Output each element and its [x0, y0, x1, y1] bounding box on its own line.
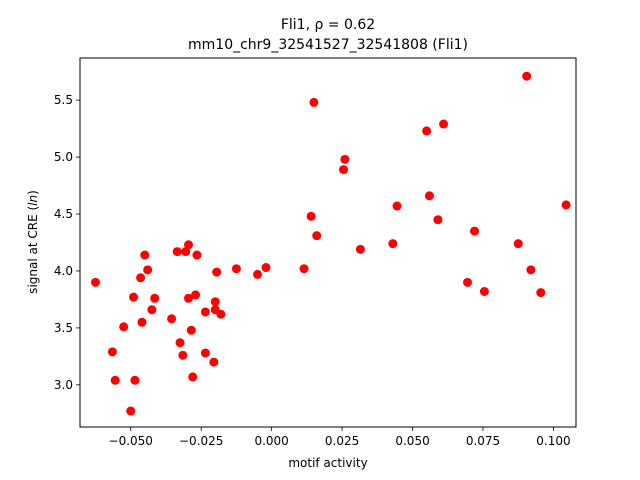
data-point [209, 357, 219, 367]
data-point [433, 215, 443, 225]
data-point [192, 250, 202, 260]
data-point [392, 201, 402, 211]
y-tick-label: 5.5 [54, 93, 73, 107]
data-point [253, 269, 263, 279]
y-tick-label: 4.0 [54, 264, 73, 278]
data-point [216, 309, 226, 319]
data-points [91, 71, 571, 416]
data-point [340, 154, 350, 164]
data-point [167, 314, 177, 324]
y-tick-label: 5.0 [54, 150, 73, 164]
data-point [184, 240, 193, 250]
x-tick-label: 0.100 [536, 434, 570, 448]
data-point [136, 273, 146, 283]
data-point [137, 317, 147, 327]
data-point [210, 297, 220, 307]
data-point [309, 97, 319, 107]
data-point [231, 264, 241, 274]
data-point [522, 71, 532, 81]
data-point [355, 244, 365, 254]
data-point [110, 375, 120, 385]
chart-title: Fli1, ρ = 0.62 mm10_chr9_32541527_325418… [188, 17, 468, 53]
data-point [463, 277, 472, 287]
y-tick-label: 4.5 [54, 207, 73, 221]
data-point [312, 231, 322, 241]
data-point [424, 191, 434, 201]
x-tick-label: 0.025 [325, 434, 359, 448]
x-tick-label: −0.025 [179, 434, 223, 448]
data-point [188, 372, 198, 382]
x-tick-label: 0.000 [254, 434, 288, 448]
data-point [422, 126, 432, 136]
data-point [107, 347, 117, 357]
data-point [172, 247, 182, 257]
chart-title-line2: mm10_chr9_32541527_32541808 (Fli1) [188, 37, 468, 53]
data-point [91, 277, 100, 287]
y-tick-label: 3.5 [54, 321, 73, 335]
data-point [261, 263, 271, 273]
data-point [184, 293, 193, 303]
data-point [536, 288, 546, 298]
x-axis-ticks: −0.050 −0.025 0.000 0.025 0.050 0.075 0.100 [109, 427, 571, 448]
chart-title-line1: Fli1, ρ = 0.62 [281, 17, 375, 33]
x-tick-label: −0.050 [109, 434, 153, 448]
data-point [150, 293, 160, 303]
plot-frame [79, 57, 577, 428]
data-point [191, 290, 201, 300]
data-point [439, 119, 449, 129]
data-point [147, 305, 157, 315]
data-point [186, 325, 196, 335]
data-point [140, 250, 150, 260]
data-point [470, 226, 480, 236]
data-point [339, 165, 348, 175]
data-point [212, 267, 222, 277]
data-point [119, 322, 129, 332]
x-tick-label: 0.050 [395, 434, 429, 448]
y-tick-label: 3.0 [54, 378, 73, 392]
data-point [479, 286, 489, 296]
x-tick-label: 0.075 [466, 434, 500, 448]
data-point [129, 292, 139, 302]
data-point [299, 264, 309, 274]
data-point [388, 239, 398, 249]
data-point [561, 200, 571, 210]
data-point [130, 375, 140, 385]
data-point [513, 239, 523, 249]
data-point [126, 406, 136, 416]
data-point [526, 265, 536, 275]
x-axis-label: motif activity [288, 456, 367, 470]
data-point [178, 350, 188, 360]
y-axis-ticks: 3.0 3.5 4.0 4.5 5.0 5.5 [54, 93, 80, 392]
data-point [200, 348, 210, 358]
data-point [143, 265, 153, 275]
data-point [175, 338, 185, 348]
data-point [181, 247, 191, 257]
data-point [306, 211, 316, 221]
data-point [200, 307, 210, 317]
y-axis-label: signal at CRE (ln) [26, 190, 40, 294]
